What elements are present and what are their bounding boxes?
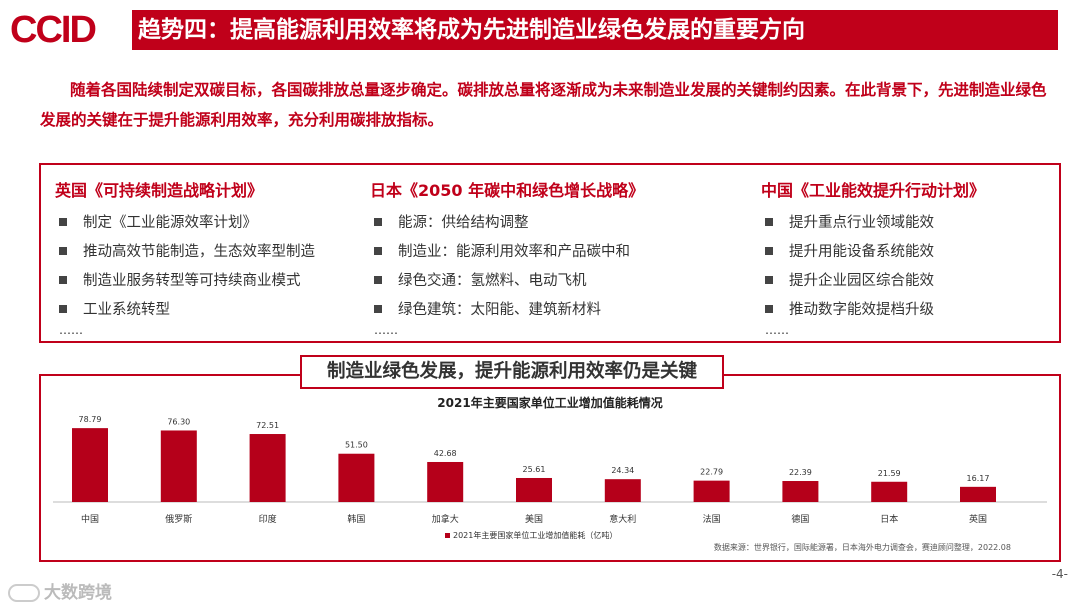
bar-意大利 [604, 479, 641, 502]
chart-title: 2021年主要国家单位工业增加值能耗情况 [437, 395, 662, 410]
plan-item: 提升企业园区综合能效 [761, 267, 985, 296]
page-title: 趋势四：提高能源利用效率将成为先进制造业绿色发展的重要方向 [132, 10, 1058, 50]
bullet-square-icon [59, 305, 67, 313]
bullet-square-icon [374, 218, 382, 226]
data-label: 25.61 [523, 465, 546, 474]
data-label: 21.59 [878, 469, 901, 478]
bullet-square-icon [765, 305, 773, 313]
page-number: -4- [1051, 567, 1068, 581]
category-label: 印度 [259, 513, 277, 525]
plan-title: 日本《2050 年碳中和绿色增长战略》 [370, 181, 645, 200]
bullet-square-icon [374, 276, 382, 284]
plan-column-japan: 日本《2050 年碳中和绿色增长战略》 能源：供给结构调整 制造业：能源利用效率… [370, 177, 645, 337]
footer-brand: 大数跨境 [8, 578, 112, 603]
section-title: 制造业绿色发展，提升能源利用效率仍是关键 [300, 355, 724, 389]
bar-韩国 [338, 453, 375, 502]
bar-印度 [249, 434, 286, 502]
plan-item: 提升重点行业领域能效 [761, 209, 985, 238]
bar-加拿大 [427, 461, 464, 502]
intro-paragraph: 随着各国陆续制定双碳目标，各国碳排放总量逐步确定。碳排放总量将逐渐成为未来制造业… [40, 81, 1047, 129]
category-label: 英国 [969, 513, 987, 525]
bullet-square-icon [374, 247, 382, 255]
data-label: 24.34 [611, 466, 634, 475]
plan-item: 绿色建筑：太阳能、建筑新材料 [370, 296, 644, 325]
plan-column-uk: 英国《可持续制造战略计划》 制定《工业能源效率计划》 推动高效节能制造，生态效率… [55, 177, 315, 337]
category-label: 俄罗斯 [165, 513, 192, 525]
bar-英国 [960, 486, 996, 502]
category-label: 中国 [81, 513, 99, 525]
bar-美国 [516, 477, 552, 502]
category-label: 法国 [703, 513, 721, 525]
category-label: 美国 [525, 513, 543, 525]
plan-title: 英国《可持续制造战略计划》 [55, 181, 264, 200]
more-ellipsis: …… [765, 323, 789, 337]
bar-日本 [871, 481, 908, 502]
bar-法国 [693, 480, 730, 502]
data-label: 42.68 [434, 449, 457, 458]
more-ellipsis: …… [374, 323, 398, 337]
bullet-square-icon [765, 276, 773, 284]
data-label: 72.51 [256, 421, 279, 430]
bullet-square-icon [765, 218, 773, 226]
data-label: 51.50 [345, 441, 368, 450]
legend-swatch [445, 533, 450, 538]
plan-item: 推动高效节能制造，生态效率型制造 [55, 238, 315, 267]
policy-plans-box: 英国《可持续制造战略计划》 制定《工业能源效率计划》 推动高效节能制造，生态效率… [39, 163, 1061, 343]
category-label: 意大利 [609, 513, 636, 525]
bullet-square-icon [59, 218, 67, 226]
plan-item: 制造业服务转型等可持续商业模式 [55, 267, 315, 296]
bar-德国 [782, 481, 819, 502]
bar-中国 [72, 428, 108, 502]
data-label: 22.79 [700, 468, 723, 477]
plan-column-china: 中国《工业能效提升行动计划》 提升重点行业领域能效 提升用能设备系统能效 提升企… [761, 177, 986, 337]
plan-item: 制定《工业能源效率计划》 [55, 209, 315, 238]
bullet-square-icon [765, 247, 773, 255]
plan-item: 制造业：能源利用效率和产品碳中和 [370, 238, 644, 267]
plan-item: 推动数字能效提档升级 [761, 296, 985, 325]
category-label: 加拿大 [432, 513, 459, 525]
plan-item: 能源：供给结构调整 [370, 209, 644, 238]
more-ellipsis: …… [59, 323, 83, 337]
data-source-note: 数据来源：世界银行，国际能源署，日本海外电力调查会，赛迪顾问整理，2022.08 [714, 542, 1011, 552]
data-label: 76.30 [167, 417, 190, 426]
data-label: 22.39 [789, 468, 812, 477]
ccid-logo: CCID [10, 9, 97, 51]
bullet-square-icon [59, 276, 67, 284]
data-label: 78.79 [79, 415, 102, 424]
bullet-square-icon [59, 247, 67, 255]
plan-title: 中国《工业能效提升行动计划》 [761, 181, 986, 200]
category-label: 日本 [880, 513, 898, 525]
plan-item: 绿色交通：氢燃料、电动飞机 [370, 267, 644, 296]
bullet-square-icon [374, 305, 382, 313]
category-label: 德国 [791, 513, 809, 525]
category-label: 韩国 [347, 513, 365, 525]
data-label: 16.17 [967, 474, 990, 483]
energy-consumption-bar-chart: 2021年主要国家单位工业增加值能耗情况 78.79 中国 76.30 俄罗斯 72.5… [53, 395, 1047, 552]
plan-item: 工业系统转型 [55, 296, 315, 325]
bar-俄罗斯 [160, 430, 197, 502]
cloud-logo-icon [8, 584, 40, 602]
legend-label: 2021年主要国家单位工业增加值能耗（亿吨） [453, 530, 617, 540]
plan-item: 提升用能设备系统能效 [761, 238, 985, 267]
